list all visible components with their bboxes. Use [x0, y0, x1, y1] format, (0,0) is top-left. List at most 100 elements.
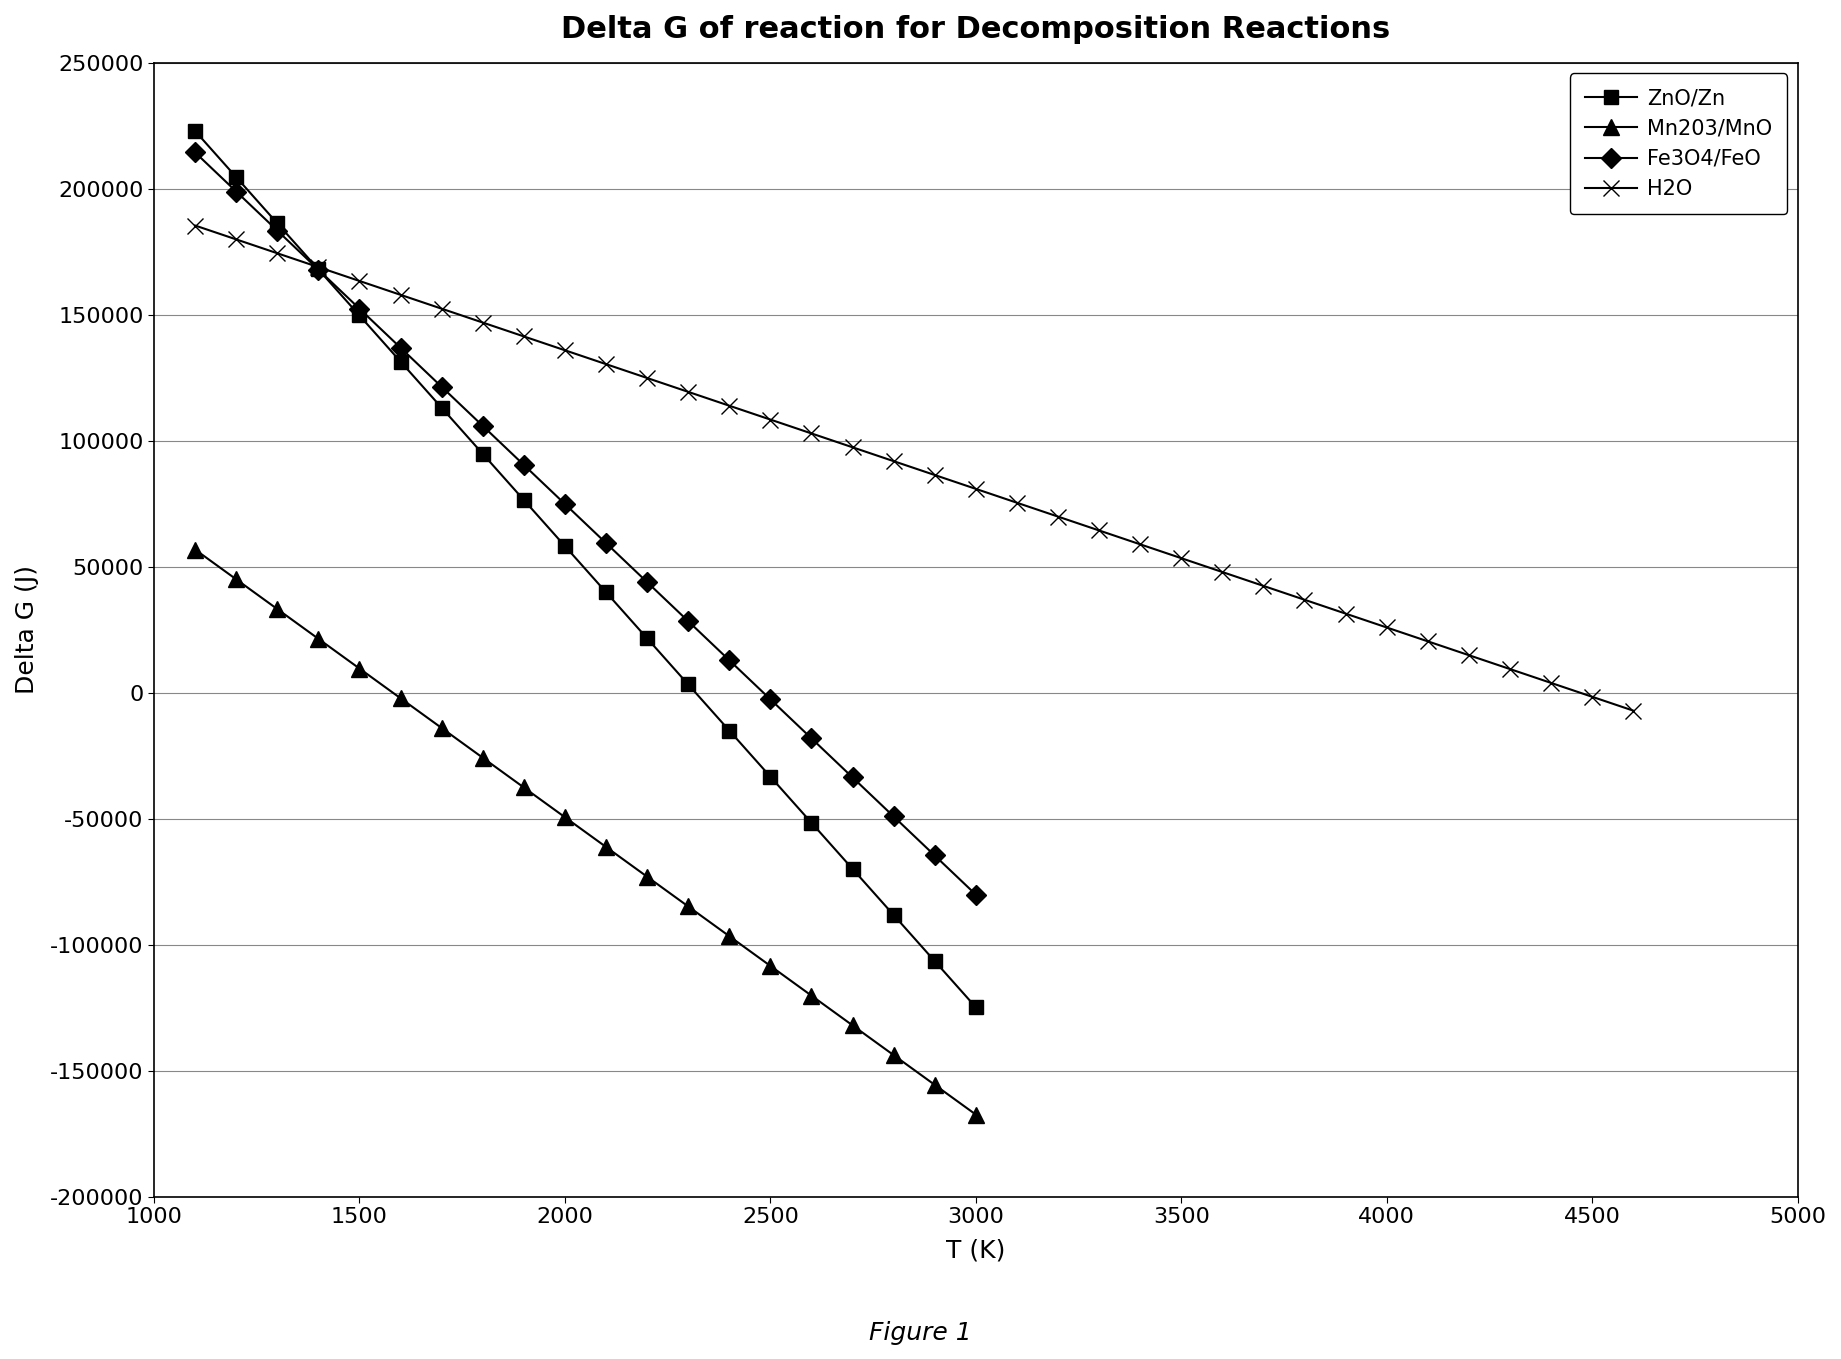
ZnO/Zn: [225, 169, 247, 185]
Fe3O4/FeO: [635, 573, 657, 590]
H2O: [1005, 495, 1027, 511]
H2O: [1499, 660, 1521, 677]
H2O: [225, 231, 247, 247]
Y-axis label: Delta G (J): Delta G (J): [15, 565, 39, 694]
H2O: [801, 425, 823, 442]
Mn203/MnO: [965, 1106, 987, 1123]
H2O: [1048, 508, 1070, 525]
H2O: [1539, 674, 1561, 690]
Fe3O4/FeO: [184, 144, 206, 160]
Mn203/MnO: [554, 809, 576, 825]
H2O: [184, 217, 206, 234]
H2O: [1335, 605, 1357, 621]
Fe3O4/FeO: [718, 652, 740, 669]
H2O: [307, 260, 330, 276]
Fe3O4/FeO: [225, 183, 247, 200]
ZnO/Zn: [267, 215, 289, 231]
ZnO/Zn: [841, 860, 863, 877]
Fe3O4/FeO: [841, 769, 863, 786]
H2O: [1418, 633, 1440, 650]
Fe3O4/FeO: [307, 261, 330, 277]
ZnO/Zn: [758, 768, 781, 784]
H2O: [965, 481, 987, 497]
Title: Delta G of reaction for Decomposition Reactions: Delta G of reaction for Decomposition Re…: [562, 15, 1390, 43]
Line: H2O: H2O: [186, 217, 1642, 719]
Mn203/MnO: [841, 1017, 863, 1033]
ZnO/Zn: [390, 353, 412, 370]
Mn203/MnO: [514, 779, 536, 795]
ZnO/Zn: [554, 538, 576, 554]
Mn203/MnO: [390, 690, 412, 707]
X-axis label: T (K): T (K): [946, 1238, 1005, 1263]
Fe3O4/FeO: [595, 535, 617, 552]
H2O: [595, 356, 617, 372]
H2O: [554, 342, 576, 359]
ZnO/Zn: [595, 584, 617, 601]
H2O: [718, 398, 740, 414]
H2O: [1622, 703, 1644, 719]
Mn203/MnO: [677, 898, 700, 915]
H2O: [1458, 647, 1480, 663]
ZnO/Zn: [514, 492, 536, 508]
ZnO/Zn: [801, 814, 823, 830]
Line: ZnO/Zn: ZnO/Zn: [188, 124, 983, 1014]
ZnO/Zn: [471, 446, 493, 462]
H2O: [1088, 522, 1110, 538]
H2O: [1375, 620, 1397, 636]
ZnO/Zn: [307, 261, 330, 277]
ZnO/Zn: [431, 400, 453, 416]
Fe3O4/FeO: [801, 730, 823, 746]
Fe3O4/FeO: [924, 848, 946, 864]
ZnO/Zn: [635, 631, 657, 647]
Fe3O4/FeO: [267, 223, 289, 239]
ZnO/Zn: [184, 122, 206, 139]
H2O: [471, 314, 493, 330]
H2O: [267, 245, 289, 261]
Mn203/MnO: [267, 601, 289, 617]
Mn203/MnO: [431, 720, 453, 737]
H2O: [1211, 564, 1233, 580]
ZnO/Zn: [677, 677, 700, 693]
Mn203/MnO: [595, 839, 617, 855]
Fe3O4/FeO: [882, 809, 904, 825]
ZnO/Zn: [924, 953, 946, 969]
Mn203/MnO: [635, 868, 657, 885]
Fe3O4/FeO: [348, 300, 370, 317]
ZnO/Zn: [718, 723, 740, 739]
Mn203/MnO: [184, 541, 206, 557]
H2O: [348, 273, 370, 289]
Mn203/MnO: [225, 571, 247, 587]
Fe3O4/FeO: [390, 340, 412, 356]
Fe3O4/FeO: [554, 496, 576, 512]
Legend: ZnO/Zn, Mn203/MnO, Fe3O4/FeO, H2O: ZnO/Zn, Mn203/MnO, Fe3O4/FeO, H2O: [1570, 73, 1788, 213]
H2O: [1171, 550, 1193, 567]
H2O: [431, 300, 453, 317]
Mn203/MnO: [718, 928, 740, 945]
H2O: [514, 329, 536, 345]
Mn203/MnO: [307, 631, 330, 647]
H2O: [924, 467, 946, 484]
Mn203/MnO: [924, 1076, 946, 1093]
Mn203/MnO: [758, 958, 781, 974]
Mn203/MnO: [348, 660, 370, 677]
H2O: [1581, 689, 1604, 705]
Mn203/MnO: [801, 988, 823, 1004]
H2O: [758, 412, 781, 428]
Fe3O4/FeO: [514, 457, 536, 473]
H2O: [882, 453, 904, 469]
Line: Mn203/MnO: Mn203/MnO: [188, 542, 983, 1123]
H2O: [841, 439, 863, 455]
H2O: [635, 370, 657, 386]
H2O: [1252, 578, 1274, 594]
Text: Figure 1: Figure 1: [869, 1321, 972, 1345]
H2O: [677, 383, 700, 400]
H2O: [390, 287, 412, 303]
ZnO/Zn: [348, 307, 370, 323]
Line: Fe3O4/FeO: Fe3O4/FeO: [188, 145, 983, 901]
H2O: [1129, 537, 1151, 553]
Mn203/MnO: [882, 1046, 904, 1063]
Fe3O4/FeO: [965, 886, 987, 902]
ZnO/Zn: [882, 906, 904, 923]
Fe3O4/FeO: [431, 379, 453, 395]
Fe3O4/FeO: [758, 692, 781, 708]
